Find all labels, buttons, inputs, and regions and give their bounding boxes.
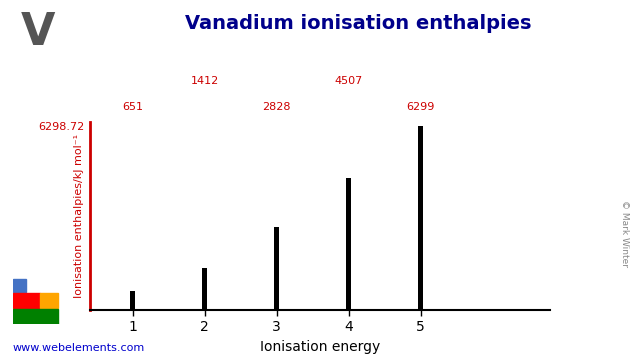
Text: 651: 651	[122, 102, 143, 112]
Bar	[13, 309, 58, 324]
X-axis label: Ionisation energy: Ionisation energy	[260, 339, 380, 354]
Bar	[13, 293, 40, 307]
Text: © Mark Winter: © Mark Winter	[620, 201, 628, 267]
Text: 4507: 4507	[335, 76, 363, 86]
Bar	[13, 279, 26, 292]
Text: 6298.72: 6298.72	[39, 122, 85, 132]
Bar	[275, 227, 279, 310]
Bar	[131, 291, 135, 310]
Text: 6299: 6299	[406, 102, 435, 112]
Bar	[419, 126, 423, 310]
Bar	[346, 178, 351, 310]
Text: Vanadium ionisation enthalpies: Vanadium ionisation enthalpies	[185, 14, 532, 33]
Text: V: V	[21, 11, 56, 54]
Text: www.webelements.com: www.webelements.com	[13, 343, 145, 353]
Text: 1412: 1412	[191, 76, 219, 86]
Y-axis label: Ionisation enthalpies/kJ mol⁻¹: Ionisation enthalpies/kJ mol⁻¹	[74, 134, 84, 298]
Text: 2828: 2828	[262, 102, 291, 112]
Bar	[40, 293, 58, 307]
Bar	[202, 269, 207, 310]
